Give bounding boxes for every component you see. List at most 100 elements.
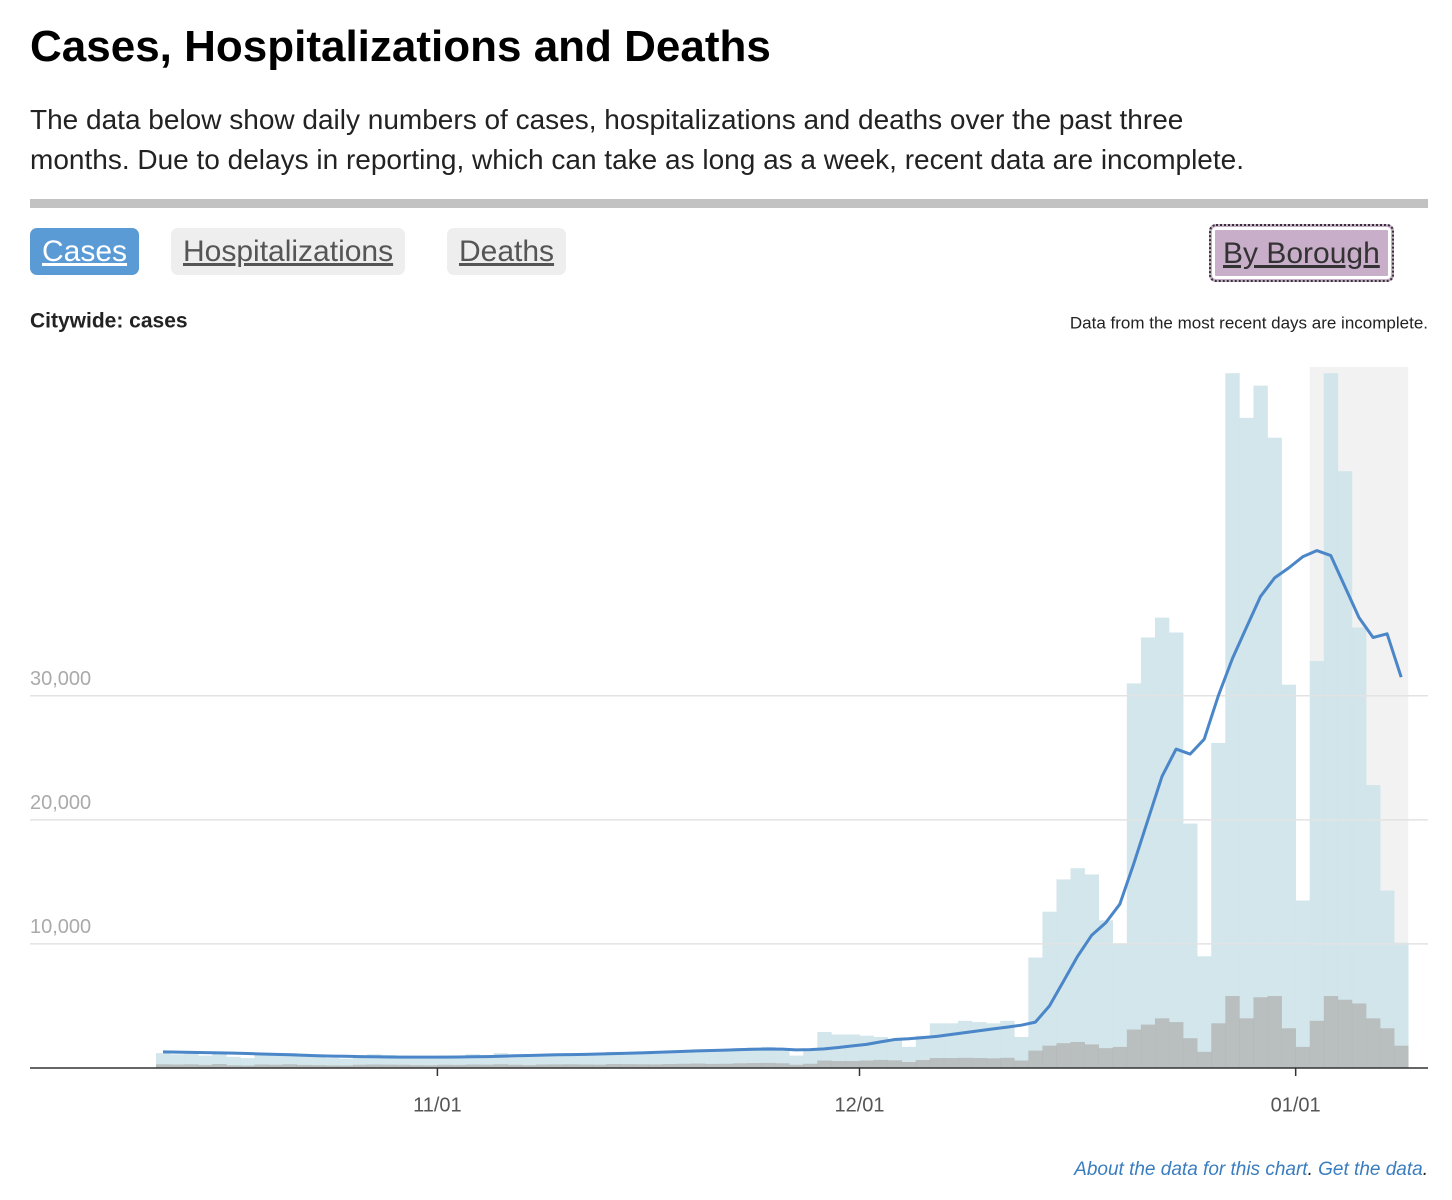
x-tick-label: 01/01 — [1271, 1094, 1321, 1116]
footer-link[interactable]: Get the data — [1318, 1159, 1423, 1180]
bar — [1295, 900, 1311, 1068]
bar — [423, 1057, 438, 1068]
bar — [704, 1063, 720, 1068]
borough-button[interactable]: By Borough — [1209, 224, 1394, 282]
description: The data below show daily numbers of cas… — [30, 100, 1244, 180]
bar — [676, 1063, 691, 1068]
bar — [381, 1064, 396, 1068]
bar — [817, 1060, 832, 1068]
bar — [1281, 684, 1296, 1068]
bar — [296, 1064, 312, 1068]
bar — [732, 1063, 748, 1068]
bar — [423, 1065, 438, 1068]
bar — [254, 1064, 269, 1068]
bar — [1084, 1044, 1099, 1068]
bar — [859, 1060, 874, 1068]
bar — [479, 1064, 494, 1068]
bar — [1098, 1048, 1114, 1068]
bar — [690, 1063, 706, 1068]
bar — [1380, 890, 1395, 1068]
bar — [831, 1061, 846, 1068]
bar — [170, 1064, 185, 1068]
bar — [1211, 1023, 1226, 1068]
tab-button[interactable]: Hospitalizations — [171, 228, 406, 275]
tab-button[interactable]: Cases — [30, 228, 140, 275]
bar — [915, 1060, 931, 1068]
bar — [564, 1064, 579, 1068]
bar — [1366, 785, 1381, 1068]
bar — [1042, 1045, 1057, 1068]
bar — [1197, 1051, 1212, 1068]
bar — [957, 1057, 973, 1068]
bar — [1169, 632, 1184, 1068]
bar — [1394, 1045, 1409, 1068]
bar — [465, 1064, 480, 1068]
bar — [1183, 1038, 1198, 1068]
bar — [1281, 1028, 1296, 1068]
bar — [1028, 1050, 1043, 1068]
average-line — [162, 549, 1403, 1059]
bar — [1309, 1020, 1325, 1068]
bar — [521, 1065, 537, 1068]
bar — [1098, 920, 1114, 1068]
bar — [1140, 637, 1156, 1068]
bar — [1140, 1024, 1156, 1068]
bar — [789, 1064, 804, 1068]
bar — [662, 1051, 677, 1068]
bar — [634, 1064, 649, 1068]
bar — [887, 1060, 903, 1068]
page-title: Cases, Hospitalizations and Deaths — [30, 22, 771, 71]
bar — [1253, 997, 1268, 1068]
bar — [226, 1056, 241, 1068]
bar — [437, 1064, 452, 1068]
bar — [732, 1048, 748, 1068]
bar — [1351, 1003, 1367, 1068]
bar — [1126, 683, 1142, 1068]
bar — [1253, 385, 1268, 1069]
bar — [1351, 627, 1367, 1068]
bar — [1225, 996, 1240, 1068]
bar — [986, 1058, 1001, 1068]
bar — [986, 1023, 1001, 1068]
bar — [451, 1064, 466, 1068]
bars — [156, 367, 1409, 1069]
footer-link[interactable]: About the data for this chart — [1073, 1159, 1308, 1180]
bar — [1337, 999, 1353, 1068]
bar — [718, 1050, 734, 1068]
bar — [240, 1058, 255, 1068]
bar — [198, 1064, 213, 1068]
bar — [606, 1064, 621, 1068]
bar — [268, 1054, 283, 1068]
bar — [1056, 879, 1071, 1068]
bar — [915, 1035, 931, 1068]
bar — [620, 1052, 635, 1068]
bar — [1337, 471, 1353, 1068]
bar — [1323, 373, 1339, 1068]
bar — [521, 1056, 537, 1068]
bar — [690, 1049, 706, 1068]
bar — [352, 1064, 368, 1068]
bar — [549, 1064, 565, 1068]
bar — [1000, 1020, 1015, 1068]
bar — [761, 1046, 776, 1068]
bar — [395, 1064, 410, 1068]
bar — [775, 1063, 790, 1068]
bar — [1267, 996, 1282, 1068]
chart-title: Citywide: cases — [30, 310, 188, 333]
tab-button[interactable]: Deaths — [447, 228, 567, 275]
bar — [873, 1059, 888, 1068]
bar — [803, 1063, 818, 1068]
y-tick-label: 10,000 — [30, 916, 91, 938]
bar — [268, 1064, 283, 1068]
bar — [704, 1051, 720, 1068]
bar — [367, 1064, 382, 1068]
bar — [648, 1064, 663, 1068]
footer-text: . — [1308, 1159, 1319, 1180]
bar — [761, 1062, 776, 1068]
bar — [507, 1064, 523, 1068]
bar — [212, 1064, 227, 1068]
bar — [184, 1064, 199, 1068]
bar — [1154, 617, 1170, 1068]
bar — [831, 1034, 846, 1068]
